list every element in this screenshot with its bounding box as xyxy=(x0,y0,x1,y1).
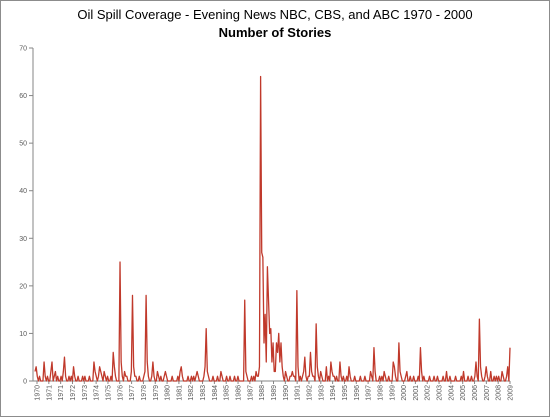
x-tick-label: 1981 xyxy=(176,385,183,401)
x-tick-label: 2007 xyxy=(484,385,491,401)
x-tick-label: 1972 xyxy=(70,385,77,401)
x-tick-label: 2005 xyxy=(460,385,467,401)
x-tick-label: 1985 xyxy=(224,385,231,401)
series-line xyxy=(34,75,511,382)
x-tick-label: 1990 xyxy=(283,385,290,401)
y-tick-label: 70 xyxy=(19,46,27,53)
x-tick-label: 1983 xyxy=(200,385,207,401)
x-tick-label: 1986 xyxy=(236,385,243,401)
x-tick-label: 1999 xyxy=(389,385,396,401)
x-tick-label: 1979 xyxy=(153,385,160,401)
y-tick-label: 50 xyxy=(19,141,27,148)
x-tick-label: 2006 xyxy=(472,385,479,401)
x-tick-label: 1974 xyxy=(94,385,101,401)
x-tick-label: 2004 xyxy=(448,385,455,401)
x-tick-label: 1982 xyxy=(188,385,195,401)
x-tick-label: 2009 xyxy=(508,385,515,401)
x-tick-label: 2003 xyxy=(437,385,444,401)
y-tick-label: 60 xyxy=(19,93,27,100)
x-tick-label: 1994 xyxy=(330,385,337,401)
x-tick-label: 1980 xyxy=(165,385,172,401)
x-tick-label: 1978 xyxy=(141,385,148,401)
x-tick-label: 1984 xyxy=(212,385,219,401)
x-tick-label: 1987 xyxy=(247,385,254,401)
x-tick-label: 1977 xyxy=(129,385,136,401)
x-tick-label: 1997 xyxy=(366,385,373,401)
x-tick-label: 1991 xyxy=(295,385,302,401)
x-tick-label: 1989 xyxy=(271,385,278,401)
x-tick-label: 1995 xyxy=(342,385,349,401)
x-tick-label: 2000 xyxy=(401,385,408,401)
x-tick-label: 1992 xyxy=(306,385,313,401)
chart-subtitle: Number of Stories xyxy=(218,25,332,40)
x-tick-label: 1976 xyxy=(117,385,124,401)
x-tick-label: 2001 xyxy=(413,385,420,401)
chart-title: Oil Spill Coverage - Evening News NBC, C… xyxy=(77,7,473,22)
y-tick-label: 30 xyxy=(19,236,27,243)
x-tick-label: 2008 xyxy=(496,385,503,401)
x-tick-label: 1996 xyxy=(354,385,361,401)
x-tick-label: 1973 xyxy=(82,385,89,401)
y-tick-label: 40 xyxy=(19,188,27,195)
x-tick-label: 1971 xyxy=(58,385,65,401)
y-tick-label: 20 xyxy=(19,283,27,290)
x-tick-label: 1975 xyxy=(105,385,112,401)
x-tick-label: 1971 xyxy=(46,385,53,401)
x-tick-label: 1970 xyxy=(35,385,42,401)
x-tick-label: 1988 xyxy=(259,385,266,401)
y-tick-label: 10 xyxy=(19,331,27,338)
x-tick-label: 1993 xyxy=(318,385,325,401)
x-tick-label: 1998 xyxy=(377,385,384,401)
y-tick-label: 0 xyxy=(23,379,27,386)
x-tick-label: 2002 xyxy=(425,385,432,401)
